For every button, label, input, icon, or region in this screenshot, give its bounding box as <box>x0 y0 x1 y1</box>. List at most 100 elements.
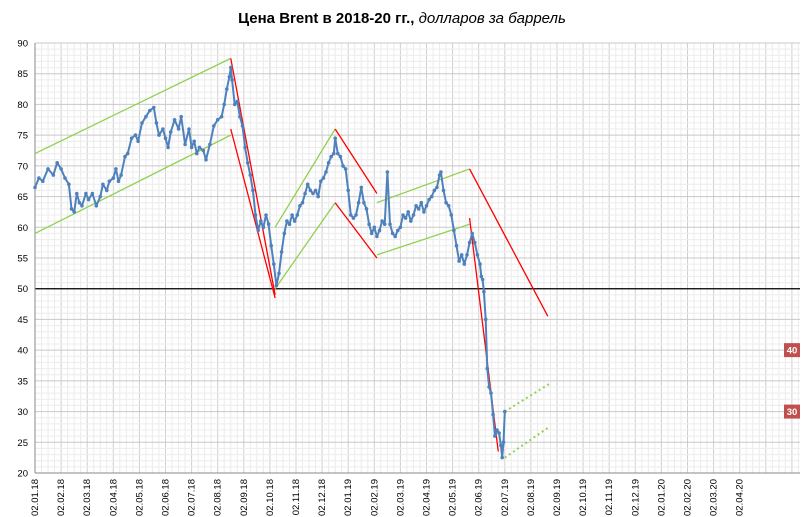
price-point <box>311 191 315 196</box>
price-point <box>478 262 482 266</box>
price-point <box>148 108 152 113</box>
price-point <box>161 127 165 131</box>
x-tick-label: 02.04.20 <box>735 479 746 516</box>
y-tick-label: 65 <box>17 192 28 203</box>
x-tick-label: 02.11.19 <box>604 479 615 515</box>
price-point <box>235 99 240 104</box>
x-tick-label: 02.08.19 <box>526 479 537 516</box>
price-point <box>183 142 187 147</box>
price-point <box>105 188 109 193</box>
price-point <box>429 194 434 199</box>
x-tick-label: 02.12.18 <box>317 479 328 516</box>
price-point <box>123 154 127 159</box>
price-point <box>84 191 88 196</box>
price-point <box>382 222 387 226</box>
price-point <box>168 130 173 134</box>
price-point <box>152 105 156 110</box>
price-point <box>462 262 467 266</box>
price-point <box>41 179 45 183</box>
y-tick-label: 25 <box>17 438 28 449</box>
price-point <box>437 173 442 177</box>
x-tick-label: 02.09.18 <box>239 479 250 516</box>
price-point <box>480 277 485 282</box>
price-point <box>63 176 67 180</box>
price-point <box>333 136 338 140</box>
price-point <box>393 234 398 239</box>
price-point <box>500 455 505 460</box>
price-point <box>46 167 50 171</box>
price-point <box>356 200 361 205</box>
price-point <box>290 213 294 217</box>
price-point <box>253 213 258 217</box>
x-tick-label: 02.04.18 <box>108 479 119 516</box>
price-point <box>116 179 121 183</box>
price-point <box>107 179 112 183</box>
price-point <box>372 225 377 230</box>
price-point <box>248 173 253 177</box>
price-point <box>369 231 374 236</box>
price-point <box>204 157 208 162</box>
price-line <box>34 66 506 459</box>
price-point <box>208 142 212 147</box>
price-point <box>195 151 199 156</box>
price-point <box>316 194 321 199</box>
price-point <box>424 204 429 208</box>
price-point <box>163 136 168 140</box>
price-point <box>166 145 170 150</box>
price-point <box>359 185 364 190</box>
price-point <box>435 185 439 190</box>
x-tick-label: 02.09.19 <box>552 479 563 516</box>
price-point <box>414 204 418 208</box>
price-point <box>33 185 37 190</box>
price-point <box>444 200 448 205</box>
y-tick-label: 90 <box>17 39 28 50</box>
price-point <box>398 225 403 230</box>
price-point <box>229 65 233 70</box>
price-point <box>240 124 245 128</box>
price-point <box>332 151 336 156</box>
price-point <box>90 191 95 196</box>
price-point <box>390 231 395 236</box>
price-point <box>98 194 103 199</box>
price-point <box>385 170 390 174</box>
price-point <box>114 167 118 171</box>
price-point <box>238 114 242 119</box>
uptrend-line <box>504 426 550 459</box>
price-point <box>264 213 268 217</box>
y-tick-label: 60 <box>17 223 28 234</box>
price-point <box>292 219 297 223</box>
price-point <box>111 176 116 180</box>
uptrend-line <box>504 383 550 413</box>
price-point <box>232 102 237 107</box>
x-tick-label: 02.03.19 <box>395 479 406 516</box>
price-point <box>321 176 326 180</box>
y-tick-label: 30 <box>17 407 28 418</box>
price-point <box>129 136 134 140</box>
price-point <box>313 188 318 193</box>
y-tick-label: 35 <box>17 376 28 387</box>
price-point <box>452 228 456 233</box>
price-point <box>401 213 405 217</box>
price-point <box>266 222 271 226</box>
price-point <box>176 127 181 131</box>
price-point <box>172 118 177 122</box>
price-point <box>51 173 56 177</box>
price-point <box>367 222 371 226</box>
x-tick-label: 02.10.19 <box>578 479 589 516</box>
price-point <box>55 161 59 165</box>
price-point <box>277 271 281 276</box>
badge-label: 30 <box>787 407 798 418</box>
x-tick-label: 02.04.19 <box>422 479 433 516</box>
price-point <box>324 170 328 174</box>
price-point <box>269 243 274 248</box>
price-point <box>300 200 305 205</box>
y-tick-label: 70 <box>17 161 28 172</box>
chart-title: Цена Brent в 2018-20 гг., долларов за ба… <box>0 10 804 27</box>
price-target-badge: 40 <box>784 343 800 358</box>
downtrend-line <box>334 202 378 259</box>
price-point <box>125 151 130 156</box>
price-point <box>326 161 331 165</box>
x-tick-label: 02.02.19 <box>369 479 380 516</box>
y-tick-label: 75 <box>17 131 28 142</box>
